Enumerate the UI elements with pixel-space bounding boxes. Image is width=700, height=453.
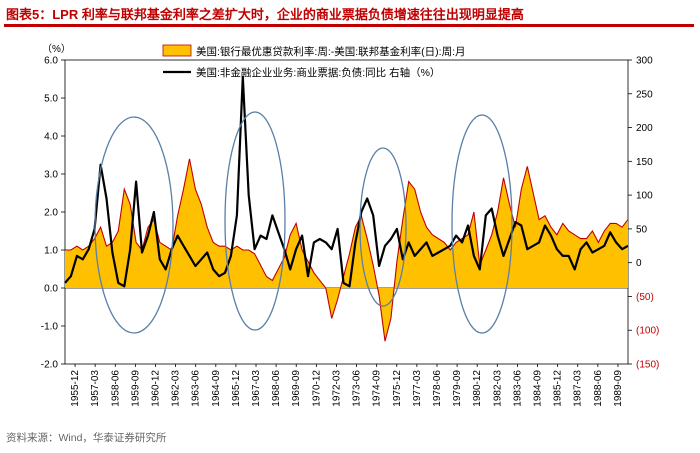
x-tick-label: 1984-09 [533, 370, 544, 407]
annotation-ellipses [94, 111, 513, 334]
left-tick-label: 2.0 [44, 208, 58, 219]
legend-area-label: 美国:银行最优惠贷款利率:周:-美国:联邦基金利率(日):周:月 [196, 45, 466, 58]
x-tick-label: 1987-03 [573, 370, 584, 407]
left-tick-label: 3.0 [44, 170, 58, 181]
right-axis: 300 250 200 150 100 50 0 (50) (100) (150) [628, 56, 659, 371]
area-series [65, 158, 628, 342]
x-tick-label: 1968-06 [271, 370, 282, 407]
right-tick-label: 100 [636, 191, 653, 202]
x-tick-label: 1955-12 [70, 370, 81, 407]
x-tick-label: 1967-03 [251, 370, 262, 407]
left-tick-label: -2.0 [41, 360, 59, 371]
right-tick-label: 0 [636, 258, 642, 269]
left-tick-label: 6.0 [44, 56, 58, 67]
left-tick-label: 1.0 [44, 246, 58, 257]
annotation-ellipse [94, 116, 174, 334]
x-tick-label: 1985-12 [553, 370, 564, 407]
annotation-ellipse [224, 111, 286, 331]
plot-frame [64, 59, 629, 365]
right-tick-label: 300 [636, 56, 653, 67]
x-tick-label: 1962-03 [171, 370, 182, 407]
area-series-edge [65, 158, 629, 342]
left-tick-label: -1.0 [41, 322, 59, 333]
x-tick-label: 1975-12 [392, 370, 403, 407]
x-tick-label: 1983-06 [512, 370, 523, 407]
right-tick-label: 150 [636, 157, 653, 168]
x-tick-label: 1974-09 [372, 370, 383, 407]
line-series [64, 75, 629, 288]
x-tick-label: 1972-03 [331, 370, 342, 407]
x-tick-label: 1970-12 [311, 370, 322, 407]
left-tick-label: 0.0 [44, 284, 58, 295]
x-tick-label: 1977-03 [412, 370, 423, 407]
x-tick-label: 1960-12 [150, 370, 161, 407]
x-tick-label: 1964-09 [211, 370, 222, 407]
right-tick-label: (50) [636, 292, 654, 303]
x-tick-label: 1979-09 [452, 370, 463, 407]
left-axis: 6.0 5.0 4.0 3.0 2.0 1.0 0.0 -1.0 -2.0 [41, 56, 65, 371]
right-tick-label: 250 [636, 89, 653, 100]
x-tick-label: 1982-03 [492, 370, 503, 407]
legend-line-label: 美国:非金融企业业务:商业票据:负债:同比 右轴（%） [196, 66, 440, 79]
chart: 6.0 5.0 4.0 3.0 2.0 1.0 0.0 -1.0 -2.0 300 250 200 1… [41, 43, 660, 407]
annotation-ellipse [451, 114, 513, 334]
legend: 美国:银行最优惠贷款利率:周:-美国:联邦基金利率(日):周:月 美国:非金融企… [162, 44, 466, 79]
chart-title: 图表5：LPR 利率与联邦基金利率之差扩大时，企业的商业票据负债增速往往出现明显… [6, 7, 524, 22]
x-tick-label: 1988-06 [593, 370, 604, 407]
x-tick-label: 1980-12 [472, 370, 483, 407]
x-tick-label: 1959-09 [130, 370, 141, 407]
right-tick-label: 50 [636, 224, 648, 235]
right-tick-label: (100) [636, 326, 659, 337]
x-tick-label: 1973-06 [352, 370, 363, 407]
x-tick-label: 1965-12 [231, 370, 242, 407]
x-axis: 1955-12 1957-03 1958-06 1959-09 1960-12 1962-… [70, 364, 624, 407]
x-tick-label: 1989-09 [613, 370, 624, 407]
x-tick-label: 1963-06 [191, 370, 202, 407]
x-tick-label: 1957-03 [90, 370, 101, 407]
left-axis-unit: （%） [42, 43, 71, 55]
x-tick-label: 1958-06 [110, 370, 121, 407]
x-tick-label: 1969-09 [291, 370, 302, 407]
annotation-ellipse [359, 147, 407, 307]
left-tick-label: 4.0 [44, 132, 58, 143]
source-note: 资料来源：Wind，华泰证券研究所 [6, 432, 167, 444]
right-tick-label: (150) [636, 360, 659, 371]
right-tick-label: 200 [636, 123, 653, 134]
title-rule [4, 24, 694, 27]
legend-area-swatch [162, 44, 192, 57]
left-tick-label: 5.0 [44, 94, 58, 105]
x-tick-label: 1978-06 [432, 370, 443, 407]
